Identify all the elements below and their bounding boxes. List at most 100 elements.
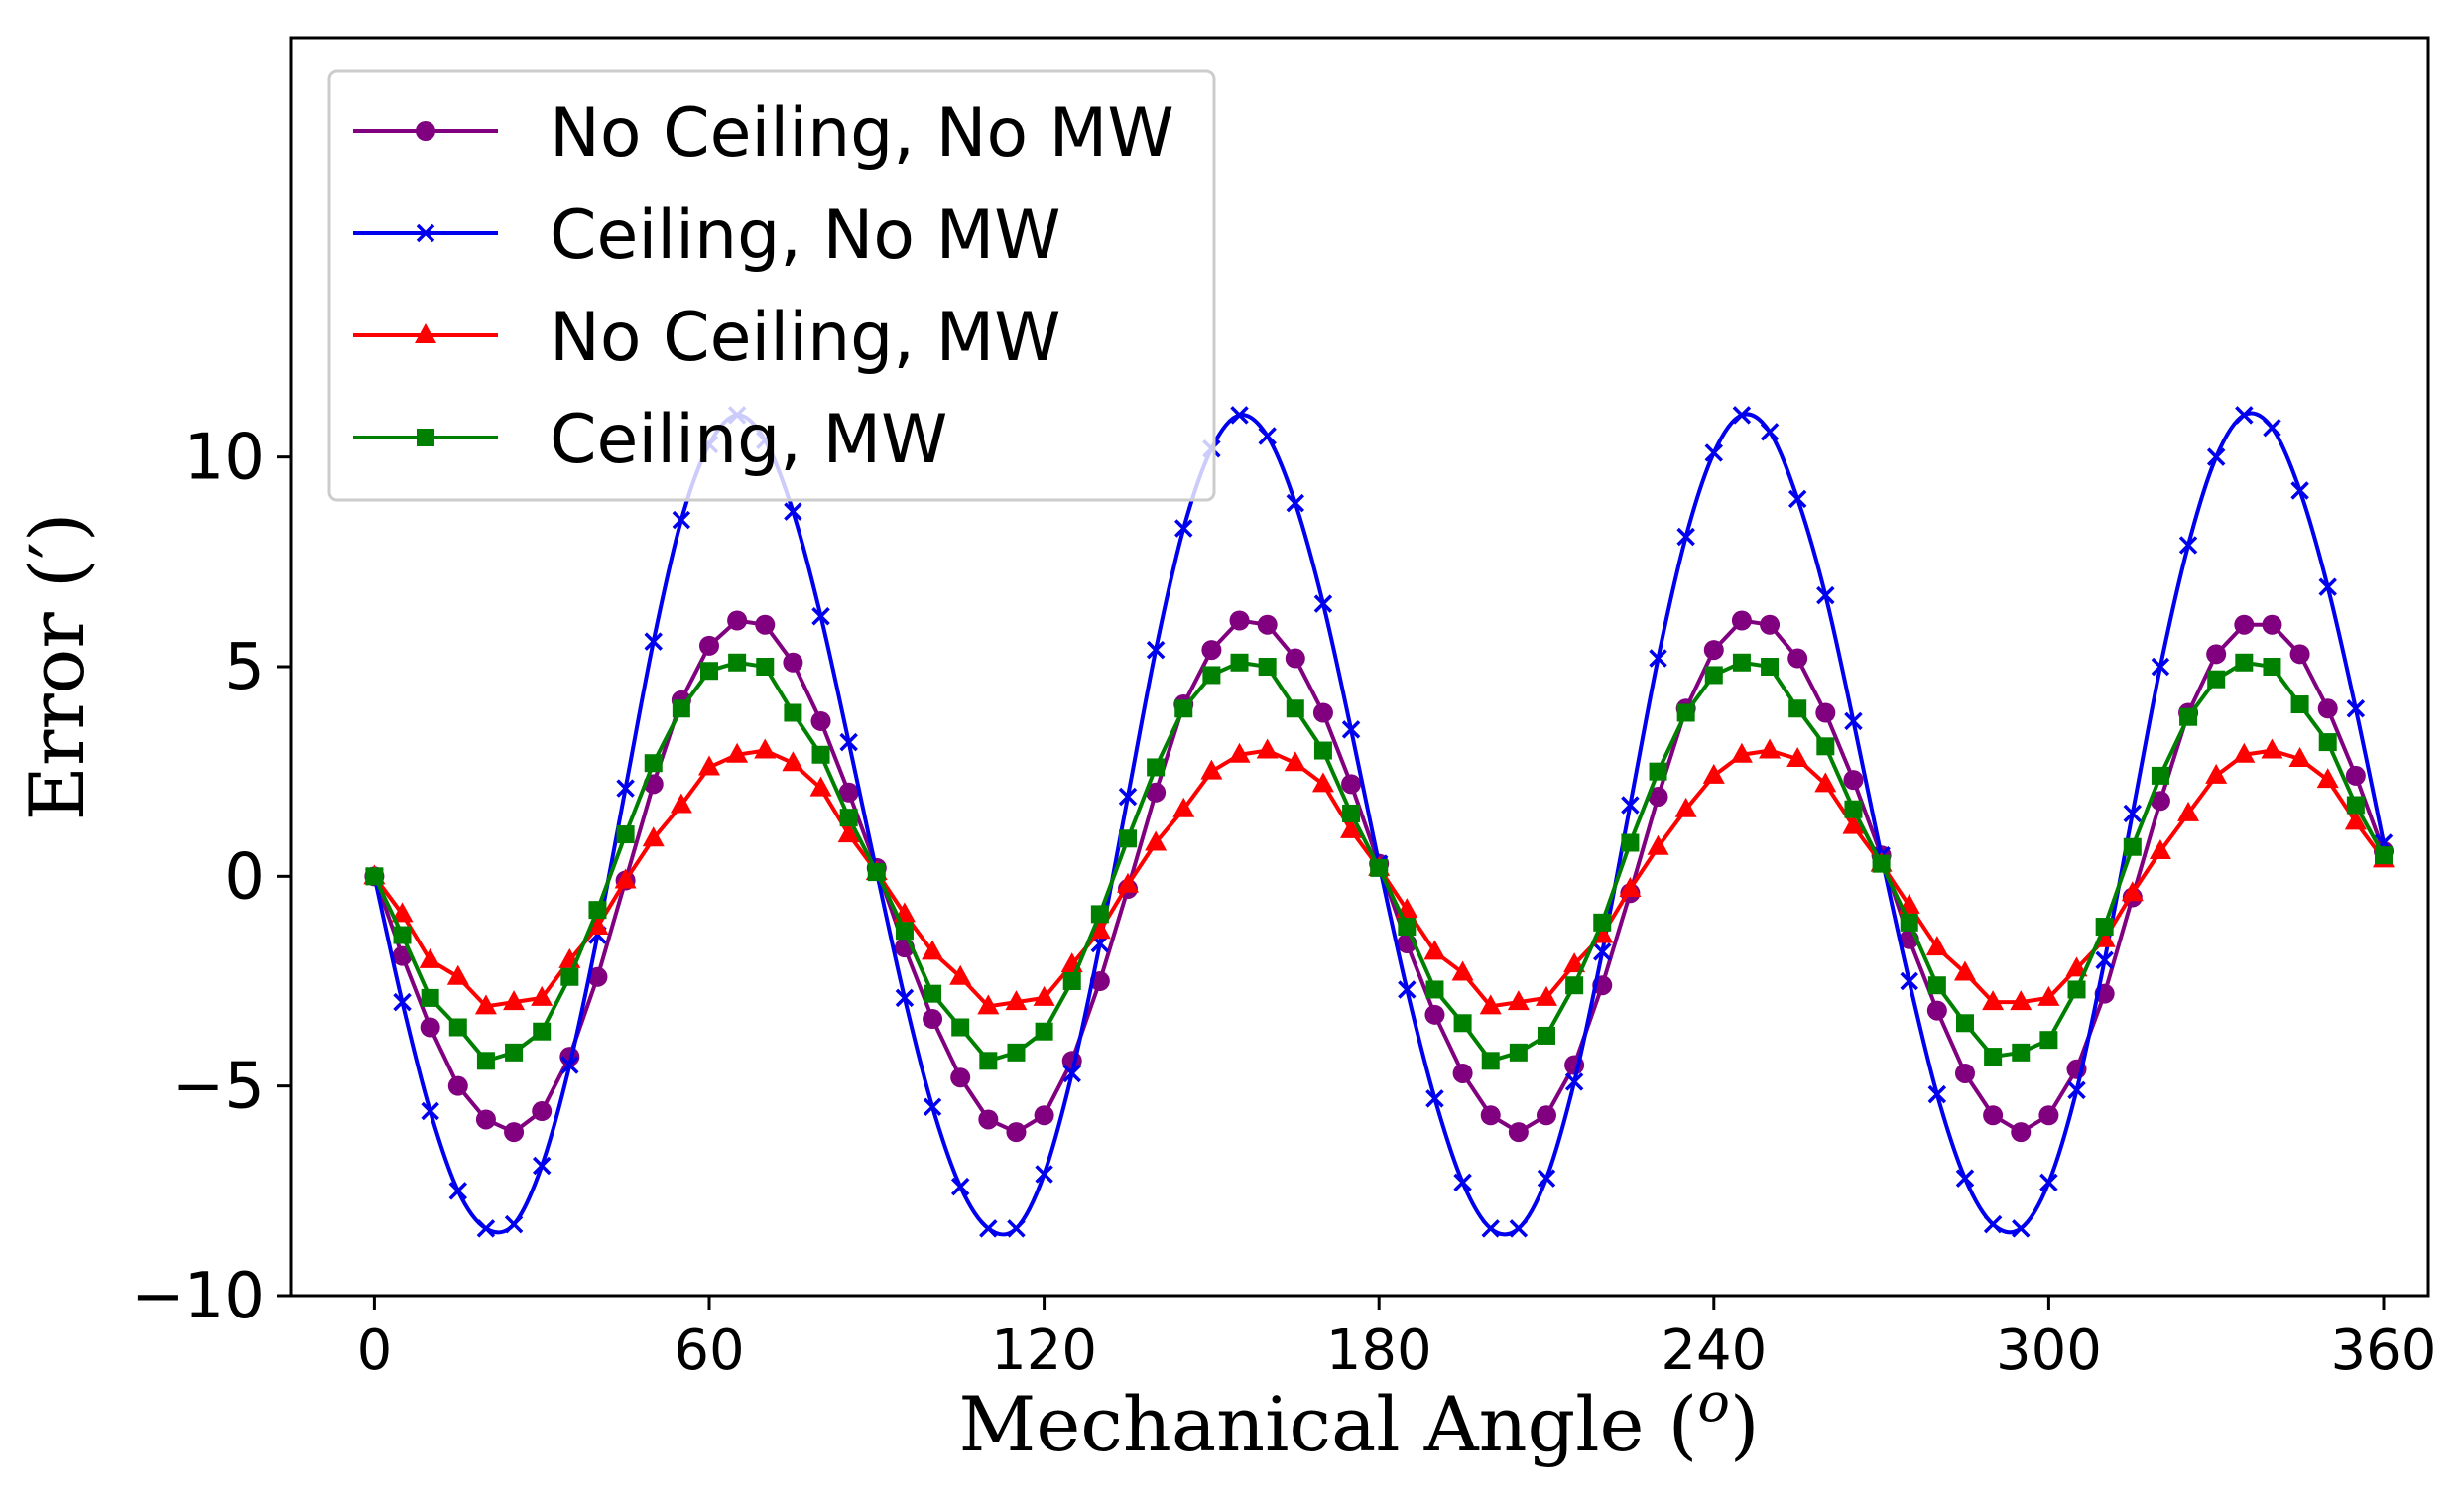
series-3-point (1005, 990, 1028, 1011)
series-3-point (2037, 985, 2060, 1006)
series-1-point (1731, 610, 1752, 631)
x-tick-label: 60 (674, 1318, 744, 1383)
series-2-point (448, 1182, 468, 1200)
series-4-point (1872, 854, 1891, 873)
series-3-point (2233, 742, 2256, 763)
series-1-point (1815, 702, 1836, 723)
series-3-point (531, 985, 554, 1006)
series-3-point (1200, 759, 1223, 780)
series-3-point (1535, 985, 1557, 1006)
y-tick-label: 0 (224, 840, 265, 914)
series-1-point (838, 782, 859, 803)
y-axis-title: Error (′) (13, 513, 101, 821)
series-1-point (1648, 787, 1668, 808)
legend-box (327, 69, 1216, 502)
series-3-point (1953, 960, 1976, 981)
series-2-point (1760, 423, 1780, 441)
series-1-point (420, 1017, 440, 1038)
series-4-point (1676, 703, 1695, 722)
series-3-point (614, 868, 637, 889)
series-4-point (365, 867, 384, 886)
series-4-point (1062, 972, 1081, 990)
series-4-point (1761, 658, 1780, 676)
series-3-point (1311, 772, 1334, 793)
series-1-point (1480, 1105, 1501, 1126)
series-4-point (2235, 653, 2254, 672)
legend-label: No Ceiling, No MW (550, 94, 1174, 173)
series-1-point (1146, 782, 1167, 803)
series-3-point (1172, 797, 1195, 817)
y-tick-label: −5 (172, 1051, 265, 1124)
series-1-point (1926, 1000, 1947, 1021)
series-1-point (2150, 791, 2170, 812)
series-4-point (1984, 1048, 2003, 1066)
series-2-point (2206, 447, 2226, 466)
x-tick-label: 120 (991, 1318, 1097, 1383)
series-3-point (809, 776, 832, 797)
series-4-point (1900, 913, 1918, 932)
series-3-point (1088, 919, 1111, 940)
series-2-point (1676, 527, 1695, 547)
series-1-point (2262, 614, 2282, 635)
legend-marker (416, 223, 435, 243)
series-1-point (1034, 1105, 1054, 1126)
x-axis-title-close: ) (1730, 1380, 1760, 1468)
series-4-point (1704, 666, 1723, 685)
series-4-point (1202, 666, 1221, 685)
series-2-point (616, 779, 635, 798)
x-tick-label: 360 (2331, 1318, 2437, 1383)
series-4-point (644, 754, 663, 773)
series-4-point (393, 926, 412, 944)
series-2-point (1593, 942, 1612, 961)
series-1-point (504, 1122, 525, 1143)
series-1-point (1257, 614, 1278, 635)
series-3-point (586, 915, 609, 936)
series-3-point (837, 822, 860, 843)
legend-label: No Ceiling, MW (550, 299, 1060, 377)
series-1-point (1006, 1122, 1027, 1143)
series-1-point (2317, 698, 2338, 719)
series-1-point (923, 1009, 943, 1030)
series-4-point (2374, 846, 2393, 865)
series-3-point (1563, 952, 1586, 973)
series-2-point (1258, 427, 1277, 445)
series-1-point (475, 1109, 496, 1130)
y-tick-label: 5 (224, 631, 265, 704)
series-1-point (2289, 644, 2310, 665)
series-4-point (2151, 766, 2169, 785)
legend: No Ceiling, No MW Ceiling, No MW No Ceilin… (327, 69, 1216, 502)
series-4-point (1816, 737, 1835, 756)
series-3-point (1228, 742, 1251, 763)
series-4-point (1621, 833, 1640, 852)
series-1-point (1452, 1063, 1473, 1083)
series-1-point (727, 610, 748, 631)
series-4-point (588, 901, 607, 920)
series-4-point (699, 662, 718, 681)
series-3-point (2205, 763, 2228, 784)
series-3-point (2344, 810, 2367, 830)
x-axis-title-sup: o (1697, 1371, 1730, 1434)
series-2-point (1341, 720, 1361, 739)
series-3-point (1340, 817, 1363, 838)
series-2-point (2039, 1173, 2058, 1192)
series-2-point (2263, 418, 2281, 438)
series-2-point (504, 1214, 524, 1234)
series-3-point (922, 940, 944, 960)
series-4-point (1090, 905, 1109, 924)
series-2-point (2318, 577, 2337, 596)
series-1-point (1201, 640, 1222, 661)
series-4-point (2179, 707, 2198, 726)
series-3-point (1759, 738, 1782, 759)
series-1-point (2345, 765, 2366, 786)
series-3-point (697, 755, 720, 776)
legend-marker (417, 429, 434, 446)
series-4-point (1565, 976, 1584, 995)
series-1-point (2011, 1122, 2032, 1143)
series-2-point (2290, 481, 2309, 500)
series-3-point (2121, 881, 2144, 902)
series-3-point (1619, 877, 1642, 898)
series-2-point (1230, 406, 1249, 425)
series-3-point (2065, 956, 2088, 977)
series-1-point (447, 1075, 468, 1096)
